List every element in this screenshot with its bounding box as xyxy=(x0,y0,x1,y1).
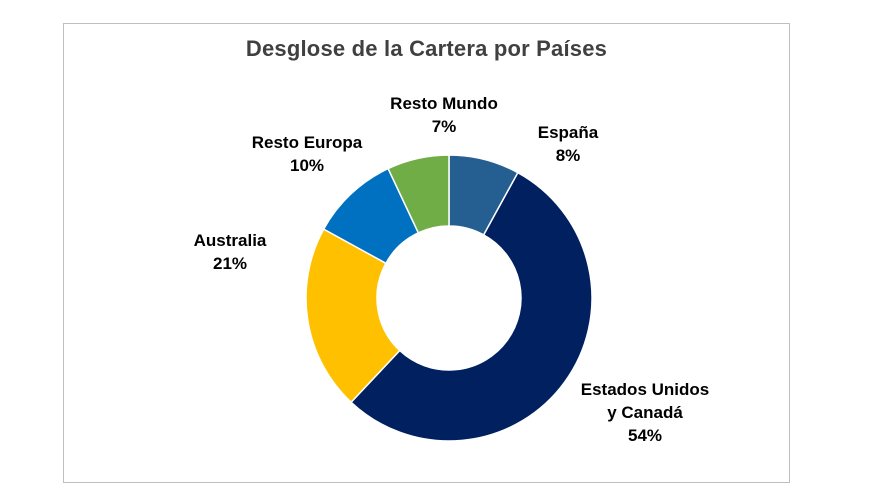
slice-name: Resto Mundo xyxy=(390,94,498,113)
slice-value: 21% xyxy=(213,254,247,273)
slice-estados-unidos-y-canad- xyxy=(350,171,593,442)
slice-name: y Canadá xyxy=(607,403,683,422)
slice-australia xyxy=(305,228,401,404)
data-label-resto-europa: Resto Europa 10% xyxy=(252,133,363,175)
slice-resto-mundo xyxy=(387,154,450,234)
data-label-resto-mundo: Resto Mundo 7% xyxy=(390,94,498,136)
slice-name: Australia xyxy=(194,231,267,250)
slice-value: 8% xyxy=(556,146,581,165)
slice-value: 10% xyxy=(290,156,324,175)
data-label-estados-unidos-y-canad-: Estados Unidos y Canadá 54% xyxy=(581,380,709,445)
slice-name: Estados Unidos xyxy=(581,380,709,399)
data-label-espa-a: España 8% xyxy=(538,123,599,165)
slice-name: Resto Europa xyxy=(252,133,363,152)
slice-value: 54% xyxy=(628,426,662,445)
chart-title: Desglose de la Cartera por Países xyxy=(245,36,608,61)
slice-value: 7% xyxy=(432,117,457,136)
data-label-australia: Australia 21% xyxy=(194,231,267,273)
slice-name: España xyxy=(538,123,599,142)
